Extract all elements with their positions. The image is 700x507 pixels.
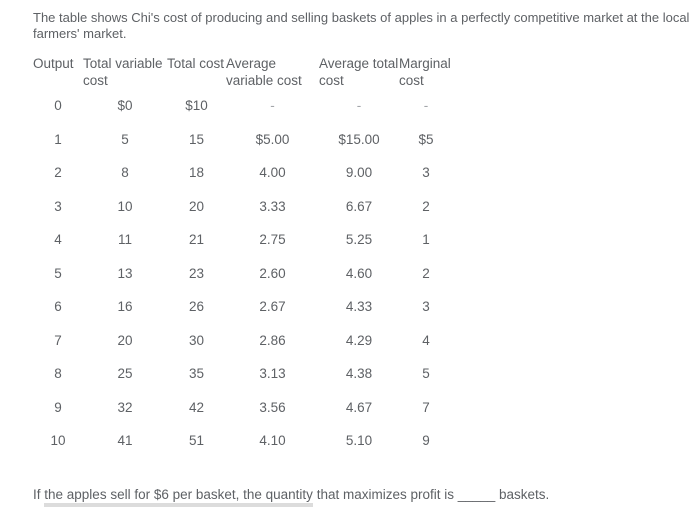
table-cell: 4.10 — [259, 433, 286, 449]
table-cell: 11 — [117, 232, 132, 248]
table-cell: 9 — [54, 399, 62, 415]
table-cell: 2.75 — [259, 232, 286, 248]
table-cell: 41 — [117, 433, 133, 449]
table-cell: 3.56 — [259, 399, 286, 415]
table-cell: 1 — [422, 232, 430, 248]
table-cell: 3.13 — [259, 366, 286, 382]
table-cell: 4.33 — [345, 299, 373, 315]
table-cell: 3 — [422, 299, 430, 315]
table-cell: - — [356, 98, 362, 114]
table-cell: 7 — [54, 332, 62, 348]
table-cell: 2.60 — [259, 265, 286, 281]
table-row: 10 41 51 4.10 5.10 9 — [33, 424, 453, 458]
table-row: 6 16 26 2.67 4.33 3 — [33, 290, 453, 324]
table-cell: $5 — [418, 131, 434, 147]
table-cell: 32 — [117, 399, 133, 415]
question-sentence: If the apples sell for $6 per basket, th… — [33, 486, 700, 507]
table-cell: 4.00 — [259, 165, 286, 181]
answer-blank[interactable]: _____ — [457, 486, 496, 502]
column-header-total-cost: Total cost — [167, 56, 225, 71]
table-cell: 5 — [422, 366, 430, 382]
table-cell: $5.00 — [255, 131, 290, 147]
column-header-total-variable-cost: Total variable cost — [83, 56, 163, 88]
table-cell: 20 — [117, 332, 133, 348]
table-cell: 2.67 — [259, 299, 286, 315]
table-cell: 7 — [422, 399, 430, 415]
column-header-average-variable-cost: Average variable cost — [226, 56, 302, 88]
table-cell: 5 — [121, 131, 129, 147]
table-row: 7 20 30 2.86 4.29 4 — [33, 324, 453, 358]
table-cell: 42 — [188, 399, 205, 415]
table-cell: 3 — [54, 198, 62, 214]
table-cell: 2.86 — [259, 332, 286, 348]
question-prefix: If — [33, 486, 45, 502]
table-cell: 6 — [54, 299, 62, 315]
table-cell: 16 — [117, 299, 133, 315]
question-intro: The table shows Chi's cost of producing … — [33, 10, 690, 41]
table-cell: 3 — [422, 165, 430, 181]
table-cell: 8 — [121, 165, 129, 181]
table-cell: $0 — [117, 98, 133, 114]
table-cell: 13 — [117, 265, 133, 281]
table-cell: 4 — [422, 332, 430, 348]
table-header-row: Output Total variable cost Total cost Avera… — [33, 55, 453, 89]
table-cell: 1 — [54, 131, 62, 147]
table-cell: 10 — [50, 433, 66, 449]
table-cell: 0 — [54, 98, 62, 114]
table-cell: 23 — [188, 265, 205, 281]
table-cell: 4.60 — [345, 265, 373, 281]
table-cell: 5.25 — [345, 232, 373, 248]
table-cell: 5.10 — [345, 433, 373, 449]
table-cell: 3.33 — [259, 198, 286, 214]
table-cell: 18 — [188, 165, 205, 181]
question-end: baskets. — [495, 486, 550, 502]
table-cell: 25 — [117, 366, 133, 382]
table-row: 5 13 23 2.60 4.60 2 — [33, 257, 453, 291]
table-cell: 4 — [54, 232, 62, 248]
table-row: 3 10 20 3.33 6.67 2 — [33, 190, 453, 224]
table-cell: 26 — [188, 299, 205, 315]
table-cell: 20 — [188, 198, 205, 214]
table-cell: 5 — [54, 265, 62, 281]
question-middle: that maximizes profit is — [312, 486, 458, 502]
table-cell: 51 — [188, 433, 205, 449]
table-cell: $10 — [185, 98, 208, 114]
table-cell: 30 — [188, 332, 205, 348]
table-cell: $15.00 — [338, 131, 380, 147]
cost-table: Output Total variable cost Total cost Avera… — [33, 55, 453, 458]
table-cell: 21 — [188, 232, 205, 248]
table-cell: - — [423, 98, 429, 114]
table-cell: 9.00 — [345, 165, 373, 181]
table-cell: 15 — [188, 131, 205, 147]
table-row: 8 25 35 3.13 4.38 5 — [33, 357, 453, 391]
table-cell: 2 — [422, 265, 430, 281]
table-row: 9 32 42 3.56 4.67 7 — [33, 391, 453, 425]
table-cell: 4.29 — [345, 332, 373, 348]
table-row: 2 8 18 4.00 9.00 3 — [33, 156, 453, 190]
column-header-marginal-cost: Marginal cost — [399, 56, 451, 88]
table-cell: 10 — [117, 198, 133, 214]
column-header-average-total-cost: Average total cost — [319, 56, 399, 88]
table-row: 0 $0 $10 - - - — [33, 89, 453, 123]
table-cell: 2 — [422, 198, 430, 214]
table-row: 1 5 15 $5.00 $15.00 $5 — [33, 123, 453, 157]
table-cell: - — [270, 98, 275, 114]
column-header-output: Output — [33, 56, 74, 71]
table-cell: 4.38 — [345, 366, 373, 382]
table-cell: 9 — [422, 433, 430, 449]
table-cell: 6.67 — [345, 198, 373, 214]
table-cell: 35 — [188, 366, 205, 382]
table-cell: 8 — [54, 366, 62, 382]
question-underlined-phrase: the apples sell for $6 per basket, the q… — [44, 486, 313, 507]
table-cell: 4.67 — [345, 399, 373, 415]
table-cell: 2 — [54, 165, 62, 181]
table-row: 4 11 21 2.75 5.25 1 — [33, 223, 453, 257]
